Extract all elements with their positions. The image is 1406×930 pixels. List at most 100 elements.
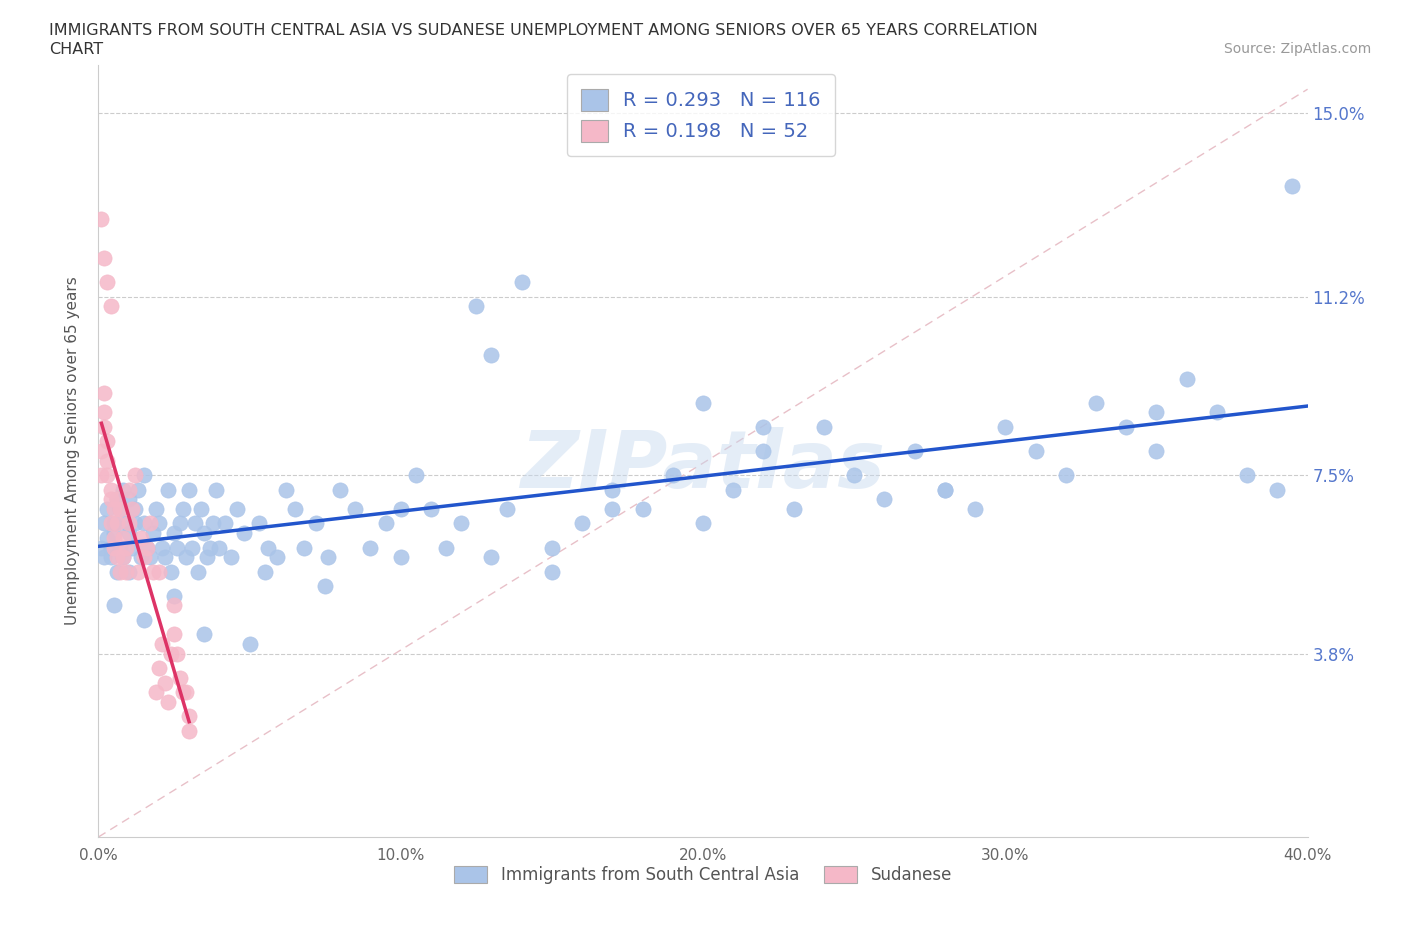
Point xyxy=(135,540,157,555)
Point xyxy=(166,540,188,555)
Point xyxy=(96,453,118,468)
Point xyxy=(193,627,215,642)
Point xyxy=(256,540,278,555)
Point xyxy=(121,501,143,516)
Point xyxy=(160,646,183,661)
Point xyxy=(284,501,307,516)
Point xyxy=(174,684,197,699)
Point xyxy=(481,347,503,362)
Point xyxy=(450,516,472,531)
Point xyxy=(187,565,209,579)
Point xyxy=(103,530,125,545)
Point xyxy=(132,550,155,565)
Point xyxy=(93,516,115,531)
Point xyxy=(1175,371,1198,386)
Point xyxy=(100,550,122,565)
Point xyxy=(179,483,201,498)
Point xyxy=(752,419,775,434)
Point xyxy=(934,483,956,498)
Point xyxy=(93,405,115,420)
Point xyxy=(329,483,352,498)
Point xyxy=(100,492,122,507)
Point xyxy=(135,540,157,555)
Point xyxy=(179,724,201,738)
Point xyxy=(1281,179,1303,193)
Point xyxy=(221,550,243,565)
Point xyxy=(100,516,122,531)
Point xyxy=(305,516,328,531)
Point xyxy=(692,516,714,531)
Point xyxy=(160,565,183,579)
Point xyxy=(108,501,131,516)
Point xyxy=(103,540,125,555)
Point xyxy=(481,550,503,565)
Point xyxy=(465,299,488,313)
Point xyxy=(169,671,191,685)
Point xyxy=(389,501,412,516)
Point xyxy=(90,540,112,555)
Point xyxy=(105,565,128,579)
Point xyxy=(179,709,201,724)
Point xyxy=(202,516,225,531)
Point xyxy=(93,419,115,434)
Point xyxy=(661,468,683,483)
Text: CHART: CHART xyxy=(49,42,103,57)
Point xyxy=(103,598,125,613)
Point xyxy=(90,444,112,458)
Point xyxy=(226,501,249,516)
Point xyxy=(181,540,204,555)
Point xyxy=(239,637,262,652)
Point xyxy=(1236,468,1258,483)
Point xyxy=(214,516,236,531)
Point xyxy=(602,501,624,516)
Point xyxy=(114,565,136,579)
Point xyxy=(148,660,170,675)
Point xyxy=(190,501,212,516)
Point xyxy=(127,483,149,498)
Point xyxy=(153,675,176,690)
Point xyxy=(174,550,197,565)
Point xyxy=(934,483,956,498)
Point xyxy=(813,419,835,434)
Point xyxy=(253,565,276,579)
Point xyxy=(111,550,134,565)
Point xyxy=(105,492,128,507)
Point xyxy=(108,540,131,555)
Point xyxy=(172,684,194,699)
Point xyxy=(156,483,179,498)
Point xyxy=(96,501,118,516)
Point xyxy=(111,483,134,498)
Point xyxy=(163,598,186,613)
Point xyxy=(90,468,112,483)
Point xyxy=(124,501,146,516)
Point xyxy=(93,251,115,266)
Point xyxy=(132,468,155,483)
Point xyxy=(118,492,141,507)
Point xyxy=(142,525,165,540)
Point xyxy=(1144,444,1167,458)
Text: Source: ZipAtlas.com: Source: ZipAtlas.com xyxy=(1223,42,1371,56)
Point xyxy=(105,492,128,507)
Point xyxy=(100,299,122,313)
Point xyxy=(114,516,136,531)
Point xyxy=(129,550,152,565)
Point xyxy=(139,516,162,531)
Point xyxy=(420,501,443,516)
Point xyxy=(96,530,118,545)
Point xyxy=(540,540,562,555)
Point xyxy=(571,516,593,531)
Point xyxy=(145,684,167,699)
Point xyxy=(169,516,191,531)
Point xyxy=(132,613,155,628)
Point xyxy=(118,516,141,531)
Point xyxy=(108,501,131,516)
Point xyxy=(100,483,122,498)
Point xyxy=(208,540,231,555)
Point xyxy=(105,516,128,531)
Point xyxy=(540,565,562,579)
Point xyxy=(965,501,987,516)
Point xyxy=(752,444,775,458)
Point xyxy=(96,274,118,289)
Point xyxy=(163,525,186,540)
Text: IMMIGRANTS FROM SOUTH CENTRAL ASIA VS SUDANESE UNEMPLOYMENT AMONG SENIORS OVER 6: IMMIGRANTS FROM SOUTH CENTRAL ASIA VS SU… xyxy=(49,23,1038,38)
